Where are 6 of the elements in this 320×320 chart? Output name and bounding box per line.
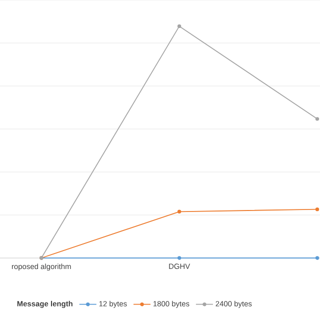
point [315, 207, 320, 212]
point [177, 210, 182, 214]
point [177, 256, 182, 260]
point [315, 256, 320, 260]
point [177, 24, 182, 28]
point [315, 117, 320, 121]
